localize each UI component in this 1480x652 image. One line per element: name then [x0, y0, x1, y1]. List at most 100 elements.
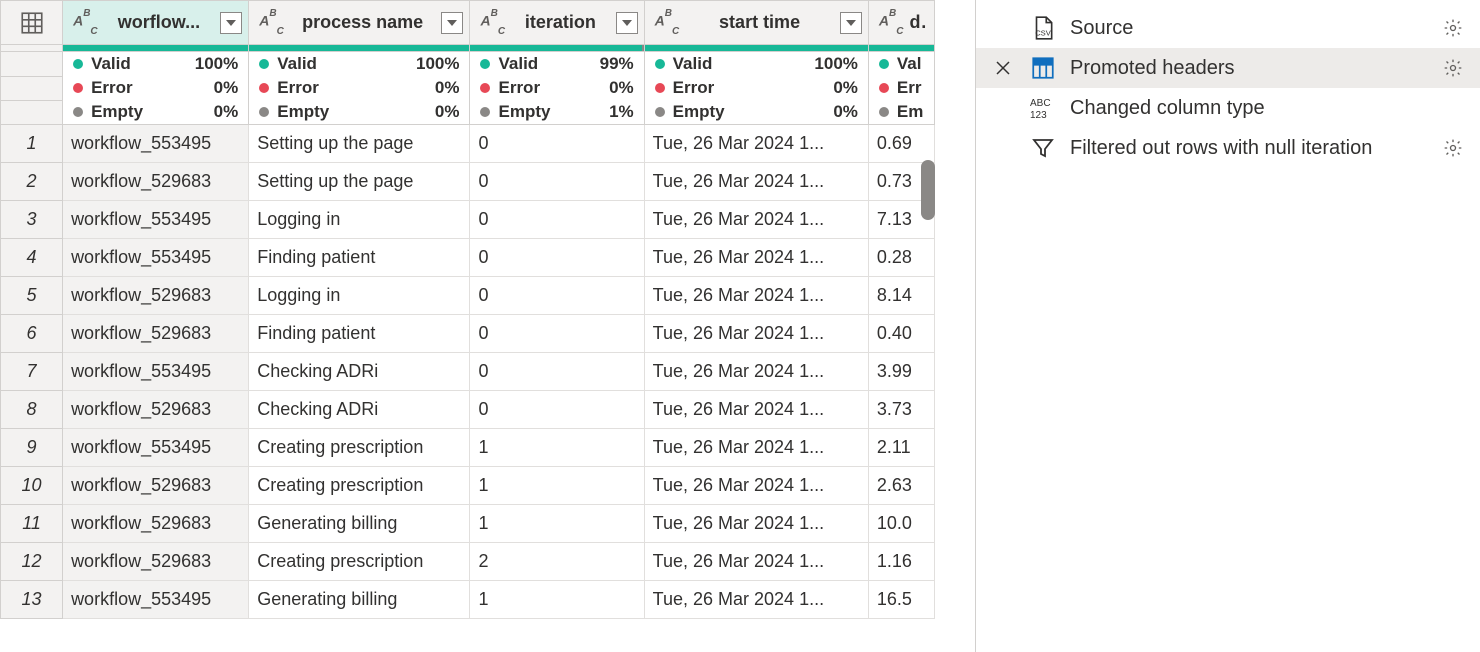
- cell[interactable]: 8.14: [868, 277, 934, 315]
- row-number[interactable]: 2: [1, 163, 63, 201]
- type-icon[interactable]: ABC: [879, 12, 904, 32]
- cell[interactable]: 0.40: [868, 315, 934, 353]
- cell[interactable]: 2: [470, 543, 644, 581]
- cell[interactable]: Tue, 26 Mar 2024 1...: [644, 581, 868, 619]
- cell[interactable]: Generating billing: [249, 581, 470, 619]
- cell[interactable]: 1: [470, 505, 644, 543]
- column-header[interactable]: ABC start time: [644, 1, 868, 45]
- row-number[interactable]: 11: [1, 505, 63, 543]
- applied-step[interactable]: CSV Source: [976, 8, 1480, 48]
- cell[interactable]: 0: [470, 391, 644, 429]
- table-row[interactable]: 6workflow_529683Finding patient0Tue, 26 …: [1, 315, 935, 353]
- cell[interactable]: Setting up the page: [249, 163, 470, 201]
- cell[interactable]: Tue, 26 Mar 2024 1...: [644, 201, 868, 239]
- cell[interactable]: 0: [470, 277, 644, 315]
- cell[interactable]: workflow_553495: [63, 201, 249, 239]
- cell[interactable]: 0: [470, 353, 644, 391]
- table-row[interactable]: 5workflow_529683Logging in0Tue, 26 Mar 2…: [1, 277, 935, 315]
- cell[interactable]: 10.0: [868, 505, 934, 543]
- row-number[interactable]: 12: [1, 543, 63, 581]
- row-number[interactable]: 13: [1, 581, 63, 619]
- cell[interactable]: workflow_553495: [63, 125, 249, 163]
- applied-step[interactable]: Promoted headers: [976, 48, 1480, 88]
- cell[interactable]: Creating prescription: [249, 467, 470, 505]
- cell[interactable]: 16.5: [868, 581, 934, 619]
- cell[interactable]: 1: [470, 467, 644, 505]
- step-settings-icon[interactable]: [1440, 18, 1466, 38]
- column-header[interactable]: ABC process name: [249, 1, 470, 45]
- table-row[interactable]: 11workflow_529683Generating billing1Tue,…: [1, 505, 935, 543]
- column-header[interactable]: ABC iteration: [470, 1, 644, 45]
- cell[interactable]: workflow_553495: [63, 429, 249, 467]
- table-row[interactable]: 7workflow_553495Checking ADRi0Tue, 26 Ma…: [1, 353, 935, 391]
- row-number[interactable]: 8: [1, 391, 63, 429]
- cell[interactable]: 2.11: [868, 429, 934, 467]
- applied-step[interactable]: ABC 123 Changed column type: [976, 88, 1480, 128]
- cell[interactable]: 1: [470, 429, 644, 467]
- cell[interactable]: Creating prescription: [249, 429, 470, 467]
- cell[interactable]: 0: [470, 125, 644, 163]
- cell[interactable]: Tue, 26 Mar 2024 1...: [644, 125, 868, 163]
- cell[interactable]: workflow_529683: [63, 505, 249, 543]
- cell[interactable]: 0.69: [868, 125, 934, 163]
- cell[interactable]: workflow_529683: [63, 315, 249, 353]
- cell[interactable]: workflow_553495: [63, 581, 249, 619]
- table-row[interactable]: 2workflow_529683Setting up the page0Tue,…: [1, 163, 935, 201]
- cell[interactable]: Logging in: [249, 277, 470, 315]
- cell[interactable]: Tue, 26 Mar 2024 1...: [644, 315, 868, 353]
- cell[interactable]: Tue, 26 Mar 2024 1...: [644, 543, 868, 581]
- type-icon[interactable]: ABC: [259, 12, 284, 32]
- cell[interactable]: 3.73: [868, 391, 934, 429]
- column-header[interactable]: ABC du: [868, 1, 934, 45]
- step-settings-icon[interactable]: [1440, 58, 1466, 78]
- cell[interactable]: Tue, 26 Mar 2024 1...: [644, 277, 868, 315]
- cell[interactable]: Setting up the page: [249, 125, 470, 163]
- table-row[interactable]: 4workflow_553495Finding patient0Tue, 26 …: [1, 239, 935, 277]
- cell[interactable]: Tue, 26 Mar 2024 1...: [644, 353, 868, 391]
- cell[interactable]: 0: [470, 201, 644, 239]
- table-row[interactable]: 1workflow_553495Setting up the page0Tue,…: [1, 125, 935, 163]
- column-header[interactable]: ABC worflow...: [63, 1, 249, 45]
- row-number[interactable]: 3: [1, 201, 63, 239]
- cell[interactable]: Checking ADRi: [249, 391, 470, 429]
- row-number[interactable]: 4: [1, 239, 63, 277]
- cell[interactable]: workflow_529683: [63, 277, 249, 315]
- cell[interactable]: Tue, 26 Mar 2024 1...: [644, 505, 868, 543]
- cell[interactable]: workflow_553495: [63, 239, 249, 277]
- cell[interactable]: Checking ADRi: [249, 353, 470, 391]
- cell[interactable]: Finding patient: [249, 239, 470, 277]
- table-row[interactable]: 10workflow_529683Creating prescription1T…: [1, 467, 935, 505]
- cell[interactable]: Tue, 26 Mar 2024 1...: [644, 467, 868, 505]
- scrollbar-thumb[interactable]: [921, 160, 935, 220]
- step-settings-icon[interactable]: [1440, 138, 1466, 158]
- row-number[interactable]: 7: [1, 353, 63, 391]
- row-number[interactable]: 5: [1, 277, 63, 315]
- cell[interactable]: workflow_529683: [63, 391, 249, 429]
- type-icon[interactable]: ABC: [655, 12, 680, 32]
- column-filter-dropdown[interactable]: [616, 12, 638, 34]
- cell[interactable]: 0: [470, 163, 644, 201]
- applied-step[interactable]: Filtered out rows with null iteration: [976, 128, 1480, 168]
- cell[interactable]: workflow_529683: [63, 543, 249, 581]
- cell[interactable]: 1.16: [868, 543, 934, 581]
- type-icon[interactable]: ABC: [73, 12, 98, 32]
- column-filter-dropdown[interactable]: [840, 12, 862, 34]
- cell[interactable]: Logging in: [249, 201, 470, 239]
- cell[interactable]: workflow_529683: [63, 467, 249, 505]
- row-number[interactable]: 9: [1, 429, 63, 467]
- cell[interactable]: 0: [470, 239, 644, 277]
- cell[interactable]: workflow_529683: [63, 163, 249, 201]
- table-corner[interactable]: [1, 1, 63, 45]
- table-row[interactable]: 8workflow_529683Checking ADRi0Tue, 26 Ma…: [1, 391, 935, 429]
- delete-step-icon[interactable]: [990, 59, 1016, 77]
- cell[interactable]: 0.28: [868, 239, 934, 277]
- row-number[interactable]: 1: [1, 125, 63, 163]
- cell[interactable]: Tue, 26 Mar 2024 1...: [644, 239, 868, 277]
- cell[interactable]: Tue, 26 Mar 2024 1...: [644, 163, 868, 201]
- type-icon[interactable]: ABC: [480, 12, 505, 32]
- cell[interactable]: Tue, 26 Mar 2024 1...: [644, 391, 868, 429]
- cell[interactable]: Finding patient: [249, 315, 470, 353]
- cell[interactable]: 1: [470, 581, 644, 619]
- table-row[interactable]: 3workflow_553495Logging in0Tue, 26 Mar 2…: [1, 201, 935, 239]
- column-filter-dropdown[interactable]: [441, 12, 463, 34]
